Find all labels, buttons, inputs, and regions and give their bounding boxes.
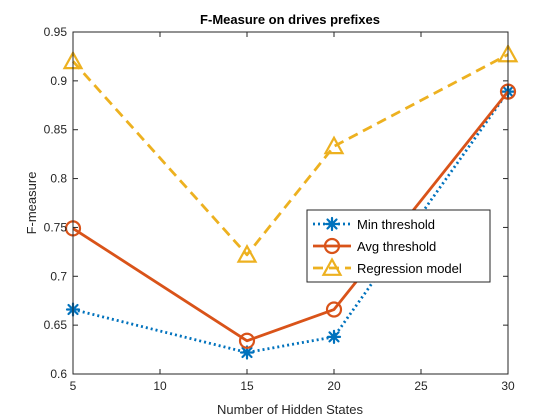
y-tick-label: 0.75 (44, 220, 68, 234)
chart-title: F-Measure on drives prefixes (200, 12, 380, 27)
x-axis-label: Number of Hidden States (217, 402, 363, 417)
y-tick-label: 0.7 (50, 269, 67, 283)
series-avg-threshold-point-2-shape (325, 301, 343, 318)
series-regression-model-point-2 (323, 135, 345, 155)
y-tick-label: 0.95 (44, 25, 68, 39)
y-tick-label: 0.85 (44, 123, 68, 137)
plot-area (73, 32, 508, 374)
x-tick-label: 5 (70, 379, 77, 393)
y-tick-label: 0.8 (50, 172, 67, 186)
series-regression-model-point-1 (236, 244, 258, 263)
axes-box (72, 31, 509, 375)
series-min-threshold-point-1 (239, 345, 255, 360)
series-avg-threshold-point-2 (325, 301, 343, 318)
legend-min-threshold-marker (324, 216, 340, 232)
legend-regression-model-marker-shape (321, 257, 343, 276)
y-axis-label: F-measure (24, 172, 39, 235)
legend-min-threshold-marker-shape (324, 216, 340, 232)
series-regression-model-line (71, 53, 509, 257)
legend-regression-model-marker (321, 257, 343, 276)
x-tick-label: 25 (414, 379, 428, 393)
x-tick-label: 20 (327, 379, 341, 393)
series-regression-model-point-1-shape (236, 244, 258, 263)
legend-avg-threshold-label: Avg threshold (357, 239, 436, 254)
y-tick-label: 0.9 (50, 74, 67, 88)
series-avg-threshold-line (72, 90, 510, 343)
legend: Min threshold Avg threshold Regression mod… (306, 209, 491, 283)
legend-regression-model-label: Regression model (357, 261, 462, 276)
series-min-threshold-point-2-shape (326, 329, 342, 344)
series-min-threshold-point-1-shape (239, 345, 255, 360)
legend-avg-threshold-marker-shape (323, 237, 341, 255)
series-regression-model-point-2-shape (323, 135, 345, 155)
x-tick-label: 30 (501, 379, 515, 393)
y-tick-label: 0.6 (50, 367, 67, 381)
y-tick-label: 0.65 (44, 318, 68, 332)
series-avg-threshold-point-1 (238, 332, 256, 349)
x-tick-label: 15 (240, 379, 254, 393)
series-avg-threshold-point-1-shape (238, 332, 256, 349)
x-tick-label: 10 (153, 379, 167, 393)
legend-avg-threshold-marker (323, 237, 341, 255)
legend-min-threshold-label: Min threshold (357, 217, 435, 232)
series-min-threshold-point-2 (326, 329, 342, 344)
